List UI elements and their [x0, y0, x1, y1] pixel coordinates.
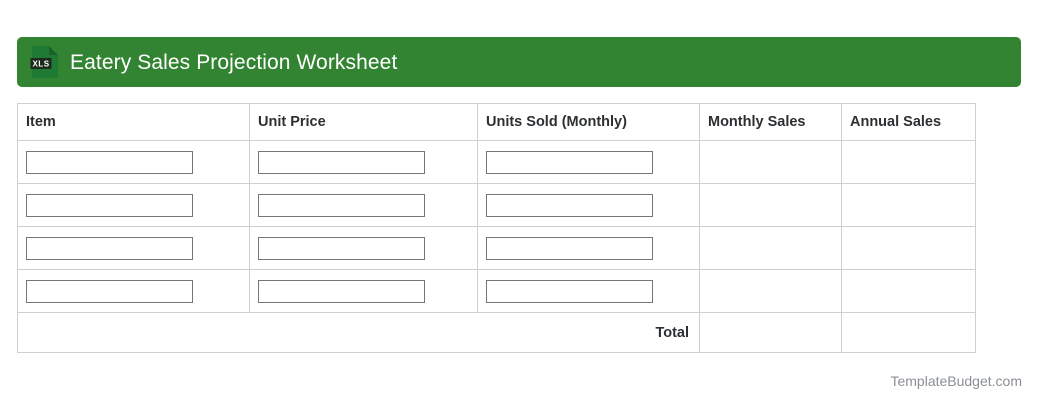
cell-units-sold [477, 269, 700, 313]
cell-monthly-sales [699, 226, 842, 270]
units-sold-input-row-4[interactable] [486, 279, 653, 303]
cell-unit-price [249, 183, 478, 227]
cell-unit-price [249, 269, 478, 313]
item-input-row-2[interactable] [26, 193, 193, 217]
table-body: Total [17, 140, 976, 353]
total-annual-sales [841, 312, 976, 353]
cell-monthly-sales [699, 183, 842, 227]
units-sold-input-row-2[interactable] [486, 193, 653, 217]
column-header-annual-sales: Annual Sales [841, 103, 976, 141]
xls-file-icon: XLS [30, 45, 60, 79]
cell-units-sold [477, 183, 700, 227]
item-input-row-3[interactable] [26, 236, 193, 260]
item-input-row-4[interactable] [26, 279, 193, 303]
units-sold-input-row-3[interactable] [486, 236, 653, 260]
column-header-monthly-sales: Monthly Sales [699, 103, 842, 141]
table-row [17, 226, 976, 270]
cell-monthly-sales [699, 140, 842, 184]
total-row: Total [17, 312, 976, 353]
unit-price-input-row-3[interactable] [258, 236, 425, 260]
units-sold-input-row-1[interactable] [486, 150, 653, 174]
column-header-item: Item [17, 103, 250, 141]
unit-price-input-row-2[interactable] [258, 193, 425, 217]
table-row [17, 140, 976, 184]
cell-annual-sales [841, 140, 976, 184]
cell-item [17, 269, 250, 313]
table-row [17, 269, 976, 313]
unit-price-input-row-1[interactable] [258, 150, 425, 174]
table-header-row: Item Unit Price Units Sold (Monthly) Mon… [17, 103, 976, 141]
cell-annual-sales [841, 183, 976, 227]
cell-unit-price [249, 226, 478, 270]
sales-projection-table: Item Unit Price Units Sold (Monthly) Mon… [17, 103, 976, 353]
cell-item [17, 226, 250, 270]
cell-annual-sales [841, 226, 976, 270]
table-header: Item Unit Price Units Sold (Monthly) Mon… [17, 103, 976, 141]
cell-annual-sales [841, 269, 976, 313]
table-row [17, 183, 976, 227]
cell-item [17, 183, 250, 227]
cell-units-sold [477, 226, 700, 270]
total-label: Total [17, 312, 700, 353]
unit-price-input-row-4[interactable] [258, 279, 425, 303]
cell-item [17, 140, 250, 184]
worksheet-banner: XLS Eatery Sales Projection Worksheet [17, 37, 1021, 87]
svg-text:XLS: XLS [32, 60, 49, 69]
site-attribution: TemplateBudget.com [890, 373, 1022, 389]
cell-unit-price [249, 140, 478, 184]
column-header-units-sold: Units Sold (Monthly) [477, 103, 700, 141]
page-title: Eatery Sales Projection Worksheet [70, 50, 398, 74]
item-input-row-1[interactable] [26, 150, 193, 174]
total-monthly-sales [699, 312, 842, 353]
column-header-unit-price: Unit Price [249, 103, 478, 141]
cell-units-sold [477, 140, 700, 184]
cell-monthly-sales [699, 269, 842, 313]
